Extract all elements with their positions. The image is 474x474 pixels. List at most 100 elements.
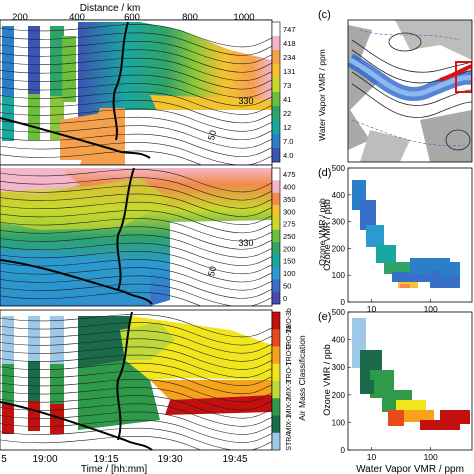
class-label: TRO-1 — [286, 362, 293, 383]
density-cell — [440, 262, 460, 276]
density-cell — [384, 262, 412, 274]
colorbar-tick-label: 4.0 — [283, 151, 293, 160]
panel-letter: (c) — [318, 9, 331, 21]
colorbar-swatch — [272, 36, 280, 51]
colorbar-swatch — [272, 50, 280, 65]
x-tick-label: 10 — [367, 304, 377, 314]
colorbar-tick-label: 0 — [283, 294, 287, 303]
top-axis-label: Distance / km — [80, 3, 141, 14]
contour-line — [0, 242, 272, 266]
contour-line — [0, 330, 272, 354]
contour-line — [0, 403, 272, 427]
contour-line — [0, 108, 272, 132]
colorbar-tick-label: 234 — [283, 53, 296, 62]
contour-line — [0, 201, 272, 225]
colorbar-tick-label: 475 — [283, 170, 296, 179]
y-tick-label: 300 — [332, 218, 346, 227]
contour-line — [0, 210, 272, 234]
contour-line — [0, 116, 272, 141]
colorbar-tick-label: 50 — [283, 281, 291, 290]
contour-line — [0, 91, 272, 115]
class-cell — [440, 410, 470, 424]
class-swatch — [272, 398, 280, 416]
contour-line — [0, 362, 272, 386]
time-tick-label: 19:45 — [222, 454, 247, 465]
y-tick-label: 500 — [332, 164, 346, 173]
class-profile — [28, 316, 40, 361]
class-region-stra — [78, 316, 130, 370]
top-tick-label: 400 — [69, 12, 85, 23]
time-tick-label: 19:15 — [93, 454, 118, 465]
colorbar-swatch — [272, 242, 280, 255]
y-axis-label: Ozone VMR / ppb — [322, 344, 332, 416]
colorbar-ozone: 475 400 350 300 275 250 200 150 100 50 0 Ozone VMR… — [271, 167, 327, 305]
colorbar-swatch — [272, 120, 280, 135]
panel-map: (c) — [318, 9, 473, 163]
contour-line — [0, 259, 272, 283]
contour-line — [0, 234, 272, 258]
contour-line — [0, 49, 272, 73]
isentrope-contours — [0, 24, 272, 165]
density-cell — [400, 284, 410, 288]
colorbar-tick-label: 73 — [283, 81, 291, 90]
panel-ozone-vs-wv: 0 100 200 300 400 500 10 100 (d) Ozone VMR / pp… — [318, 164, 473, 314]
contour-label: 50 — [206, 129, 218, 141]
x-tick-label: 100 — [424, 304, 438, 314]
y-axis-label: Ozone VMR / ppb — [322, 199, 332, 271]
axes-e: 0 100 200 300 400 500 10 100 — [332, 308, 473, 462]
colorbar-label: Ozone VMR / ppb — [317, 198, 327, 266]
class-label: TRO-2 — [286, 345, 293, 366]
contour-line — [0, 387, 272, 411]
y-tick-label: 0 — [341, 298, 346, 307]
colorbar-swatch — [272, 180, 280, 194]
colorbar-swatch — [272, 106, 280, 121]
top-tick-label: 800 — [182, 12, 198, 23]
y-tick-label: 200 — [332, 391, 346, 400]
contour-line — [0, 322, 272, 346]
wv-profile — [50, 26, 64, 96]
colorbar-tick-label: 200 — [283, 244, 296, 253]
flight-track — [439, 64, 472, 82]
wv-blank-region — [125, 110, 272, 165]
colorbar-tick-label: 747 — [283, 25, 296, 34]
top-tick-label: 200 — [12, 12, 28, 23]
contour-line — [0, 395, 272, 419]
class-swatch — [272, 415, 280, 434]
class-cell — [420, 420, 460, 430]
contour-line — [0, 251, 272, 275]
front-line — [116, 167, 135, 291]
contour-line — [0, 32, 272, 56]
colorbar-swatches — [271, 21, 281, 163]
contour-label: 50 — [206, 265, 218, 277]
top-tick-label: 600 — [124, 12, 140, 23]
wv-profile — [28, 26, 40, 94]
colorbar-swatch — [272, 266, 280, 280]
class-region-mix — [78, 360, 160, 430]
colorbar-tick-label: 418 — [283, 39, 296, 48]
class-cells — [352, 318, 470, 430]
contour-line — [0, 41, 272, 65]
panel-water-vapor-section: 330 50 — [0, 19, 273, 166]
class-label: MIX-3 — [286, 380, 293, 399]
colorbar-tick-label: 300 — [283, 207, 296, 216]
class-label: MIX-2 — [286, 397, 293, 416]
contour-line — [0, 379, 272, 403]
y-tick-label: 100 — [332, 418, 346, 427]
x-axis-label: Water Vapor VMR / ppm — [356, 464, 464, 474]
contour-line — [0, 314, 272, 338]
density-cell — [366, 225, 384, 247]
contour-line — [0, 283, 272, 306]
contour-line — [0, 267, 272, 291]
contour-line — [0, 57, 272, 81]
y-tick-label: 400 — [332, 191, 346, 200]
class-cell — [404, 410, 434, 422]
colorbar-airmass: TRO-3bTRO-3aTRO-2TRO-1MIX-3MIX-2MIX-1STR… — [271, 308, 307, 451]
contour-line — [0, 218, 272, 242]
contour-line — [0, 436, 272, 450]
land-region — [420, 110, 472, 162]
x-tick-label: 10 — [367, 452, 377, 462]
colorbar-tick-label: 12 — [283, 123, 291, 132]
y-tick-label: 200 — [332, 244, 346, 253]
colorbar-swatch — [272, 168, 280, 181]
y-tick-label: 400 — [332, 336, 346, 345]
